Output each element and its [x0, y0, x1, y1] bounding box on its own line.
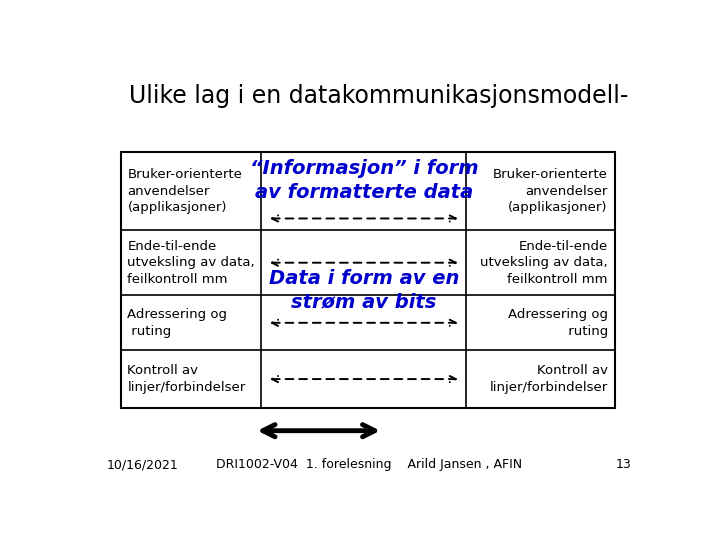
Text: Data i form av en
strøm av bits: Data i form av en strøm av bits	[269, 269, 459, 312]
Text: Adressering og
 ruting: Adressering og ruting	[508, 308, 608, 338]
Text: Adressering og
 ruting: Adressering og ruting	[127, 308, 228, 338]
Bar	[121, 152, 615, 408]
Text: Kontroll av
linjer/forbindelser: Kontroll av linjer/forbindelser	[490, 364, 608, 394]
Text: Bruker-orienterte
anvendelser
(applikasjoner): Bruker-orienterte anvendelser (applikasj…	[127, 168, 242, 214]
Text: Ulike lag i en datakommunikasjonsmodell-: Ulike lag i en datakommunikasjonsmodell-	[129, 84, 629, 107]
Text: Ende-til-ende
utveksling av data,
feilkontroll mm: Ende-til-ende utveksling av data, feilko…	[127, 240, 255, 286]
Text: Ende-til-ende
utveksling av data,
feilkontroll mm: Ende-til-ende utveksling av data, feilko…	[480, 240, 608, 286]
Text: DRI1002-V04  1. forelesning    Arild Jansen , AFIN: DRI1002-V04 1. forelesning Arild Jansen …	[216, 458, 522, 471]
Text: 10/16/2021: 10/16/2021	[107, 458, 179, 471]
Text: “Informasjon” i form
av formatterte data: “Informasjon” i form av formatterte data	[250, 159, 478, 202]
Text: 13: 13	[616, 458, 631, 471]
Text: Bruker-orienterte
anvendelser
(applikasjoner): Bruker-orienterte anvendelser (applikasj…	[493, 168, 608, 214]
Text: Kontroll av
linjer/forbindelser: Kontroll av linjer/forbindelser	[127, 364, 246, 394]
